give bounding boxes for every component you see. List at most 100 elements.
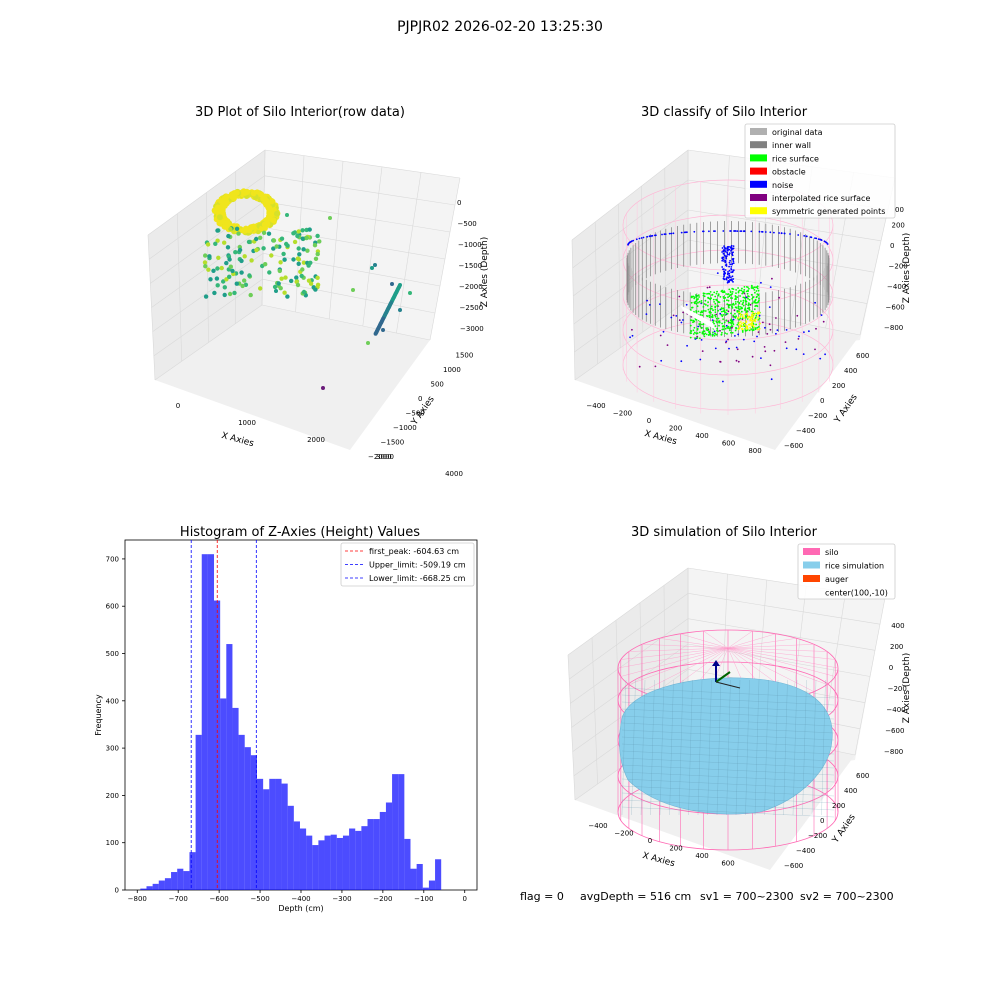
p2-rice-point — [699, 323, 701, 325]
p3-bar — [367, 819, 374, 890]
p3-bar — [398, 774, 405, 890]
p2-rice-point — [696, 305, 699, 308]
p4-legend-box — [797, 543, 896, 600]
p1-point — [266, 205, 273, 212]
p1-point — [202, 260, 208, 265]
p2-rice-point — [708, 311, 711, 313]
p1-gridline — [152, 253, 264, 332]
p2-legend-swatch — [750, 128, 767, 135]
p1-gridline — [264, 175, 456, 206]
p2-rice-point — [692, 319, 695, 322]
p2-rice-point — [708, 330, 711, 333]
p2-legend-box — [744, 123, 896, 219]
p1-point — [203, 253, 208, 258]
p4-rice-mesh-line — [792, 679, 798, 816]
p4-rice-mesh-line — [621, 778, 835, 790]
p2-noise-point — [735, 346, 738, 349]
p1-point — [381, 328, 385, 332]
p4-rice-mesh-line — [735, 679, 741, 816]
p2-rice-point — [737, 290, 740, 293]
p2-symmetric-point — [754, 318, 756, 321]
p4-legend-label: silo — [825, 548, 839, 557]
p2-noise-point — [764, 231, 767, 233]
p2-rice-point — [737, 307, 740, 309]
p1-xtick-label: 2000 — [307, 436, 325, 444]
p2-rice-point — [727, 296, 729, 299]
p2-rice-point — [711, 293, 714, 296]
p2-noise-point — [742, 338, 745, 341]
p2-legend-swatch — [750, 194, 767, 201]
p2-rice-point — [698, 296, 700, 298]
p4-rice-mesh-line — [716, 679, 722, 816]
p2-rice-point — [741, 329, 744, 332]
p2-noise-point — [713, 330, 716, 333]
p2-noise-point — [731, 253, 734, 256]
p1-ticks: 0 1000 2000 3000 4000 −2000 −1500 −1000 −500 0 500… — [176, 199, 484, 478]
p4-ztick-label: −200 — [888, 685, 907, 693]
p2-rice-point — [732, 314, 735, 317]
p1-point — [242, 254, 247, 259]
p2-rice-point — [696, 328, 699, 331]
p2-rice-point — [731, 297, 733, 299]
p2-symmetric-point — [752, 316, 754, 319]
p3-bar — [336, 837, 343, 890]
p3-bar — [257, 778, 264, 890]
p2-rice-point — [724, 314, 727, 316]
p2-rice-point — [713, 291, 716, 294]
p4-ytick-label: −400 — [796, 847, 815, 855]
p3-bar — [435, 859, 442, 890]
p2-legend-swatch — [750, 180, 767, 188]
p2-noise-point — [723, 245, 725, 248]
p2-rice-point — [707, 334, 710, 336]
p2-rice-point — [733, 304, 735, 306]
p2-symmetric-point — [754, 320, 756, 323]
p2-noise-point — [726, 253, 729, 256]
p2-rice-point — [726, 293, 729, 296]
p2-rice-point — [750, 328, 753, 330]
p2-rice-point — [705, 333, 708, 336]
p1-point — [269, 253, 274, 258]
p3-xtick-label: −500 — [250, 895, 269, 903]
p2-rice-point — [730, 331, 732, 334]
p1-point — [219, 265, 224, 271]
p4-rice-mesh-line — [640, 679, 646, 816]
p2-rice-point — [735, 326, 737, 329]
p1-ytick-label: 1000 — [443, 366, 461, 374]
p2-noise-point — [729, 263, 732, 266]
p2-rice-point — [699, 337, 701, 340]
p4-xtick-label: 400 — [695, 852, 708, 860]
p4-grid — [567, 567, 886, 801]
p2-symmetric-point — [747, 323, 750, 326]
p2-noise-point — [808, 330, 810, 333]
p3-bar — [379, 811, 386, 890]
p2-rice-point — [738, 318, 741, 321]
p2-noise-point — [646, 299, 648, 302]
p1-ytick-label: −500 — [406, 410, 425, 418]
p2-rice-point — [746, 307, 749, 310]
p2-noise-point — [814, 237, 816, 240]
p2-symmetric-point — [742, 322, 745, 324]
p3-bar — [361, 826, 368, 890]
p2-rice-point — [748, 306, 751, 309]
p2-rice-point — [734, 316, 737, 319]
p2-white-streak — [680, 305, 716, 330]
p2-rice-point — [725, 319, 728, 322]
p2-rice-point — [689, 309, 692, 311]
p2-rice-point — [728, 327, 731, 330]
p2-rice-point — [695, 296, 698, 298]
p1-point — [219, 198, 226, 205]
p2-rice-point — [708, 316, 711, 318]
p2-noise-point — [675, 315, 678, 317]
p1-point — [373, 331, 378, 336]
p2-rice-point — [736, 323, 739, 326]
p2-noise-point — [768, 323, 771, 326]
p2-noise-point — [631, 328, 633, 331]
p2-noise-point — [723, 260, 725, 262]
p1-point — [230, 268, 235, 274]
p2-xtick-label: 0 — [647, 417, 651, 425]
p1-point — [239, 258, 244, 264]
p2-rice-point — [726, 333, 728, 335]
p1-point — [222, 292, 227, 298]
p2-rice-point — [708, 314, 711, 317]
p2-noise-point — [661, 233, 663, 236]
